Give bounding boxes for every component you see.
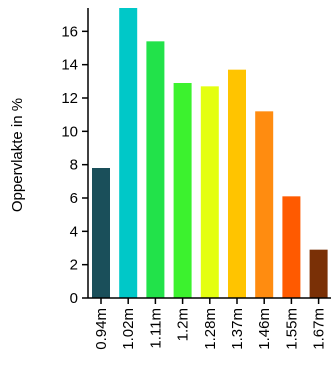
x-axis: 0.94m 1.02m 1.11m 1.2m 1.28m 1.37m 1.46m 1.55m 1…: [88, 297, 331, 350]
bar: [173, 83, 192, 298]
x-tick-label: 1.37m: [229, 308, 246, 350]
y-tick-label: 4: [70, 223, 78, 240]
x-tick-label: 0.94m: [93, 308, 110, 350]
y-tick-label: 6: [70, 190, 78, 207]
x-tick-label: 1.67m: [311, 308, 328, 350]
y-tick-label: 16: [61, 23, 78, 40]
x-tick-label: 1.55m: [283, 308, 300, 350]
x-tick-label: 1.28m: [202, 308, 219, 350]
x-tick-label: 1.2m: [175, 308, 192, 341]
bar: [200, 86, 219, 298]
y-tick-label: 12: [61, 90, 78, 107]
bar: [146, 41, 165, 298]
bar: [309, 249, 328, 298]
bars: [92, 8, 328, 299]
bar: [255, 111, 274, 298]
y-tick-label: 2: [70, 257, 78, 274]
bar: [119, 8, 138, 298]
x-tick-label: 1.11m: [147, 308, 164, 349]
y-axis-label: Oppervlakte in %: [9, 98, 26, 212]
bar: [228, 69, 246, 299]
y-tick-label: 14: [61, 57, 78, 74]
y-axis: 0 2 4 6 8 10 12 14 16: [61, 8, 89, 307]
bar: [92, 168, 110, 298]
bar: [282, 196, 301, 298]
x-tick-label: 1.46m: [256, 308, 273, 350]
y-tick-label: 8: [70, 157, 78, 174]
x-tick-label: 1.02m: [120, 308, 137, 350]
y-tick-label: 0: [70, 290, 78, 307]
y-tick-label: 10: [61, 123, 78, 140]
